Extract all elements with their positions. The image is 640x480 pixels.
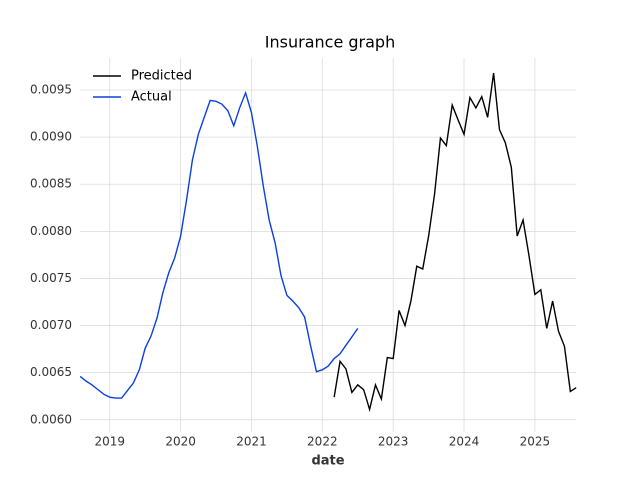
legend-label: Predicted [131,69,192,84]
y-tick-label: 0.0085 [30,177,72,191]
legend-label: Actual [131,90,172,105]
x-tick-label: 2020 [165,435,196,449]
y-tick-label: 0.0080 [30,224,72,238]
y-tick-label: 0.0095 [30,83,72,97]
y-tick-label: 0.0060 [30,412,72,426]
x-tick-label: 2023 [378,435,409,449]
series-line [333,72,577,413]
x-tick-label: 2019 [94,435,125,449]
y-tick-label: 0.0090 [30,130,72,144]
x-tick-label: 2025 [520,435,551,449]
y-tick-label: 0.0065 [30,365,72,379]
series-line [79,90,359,399]
x-tick-label: 2024 [449,435,480,449]
y-tick-label: 0.0070 [30,318,72,332]
x-axis-label: date [311,454,344,469]
y-tick-label: 0.0075 [30,271,72,285]
x-tick-label: 2022 [307,435,338,449]
x-tick-label: 2021 [236,435,267,449]
chart-title: Insurance graph [265,33,395,52]
